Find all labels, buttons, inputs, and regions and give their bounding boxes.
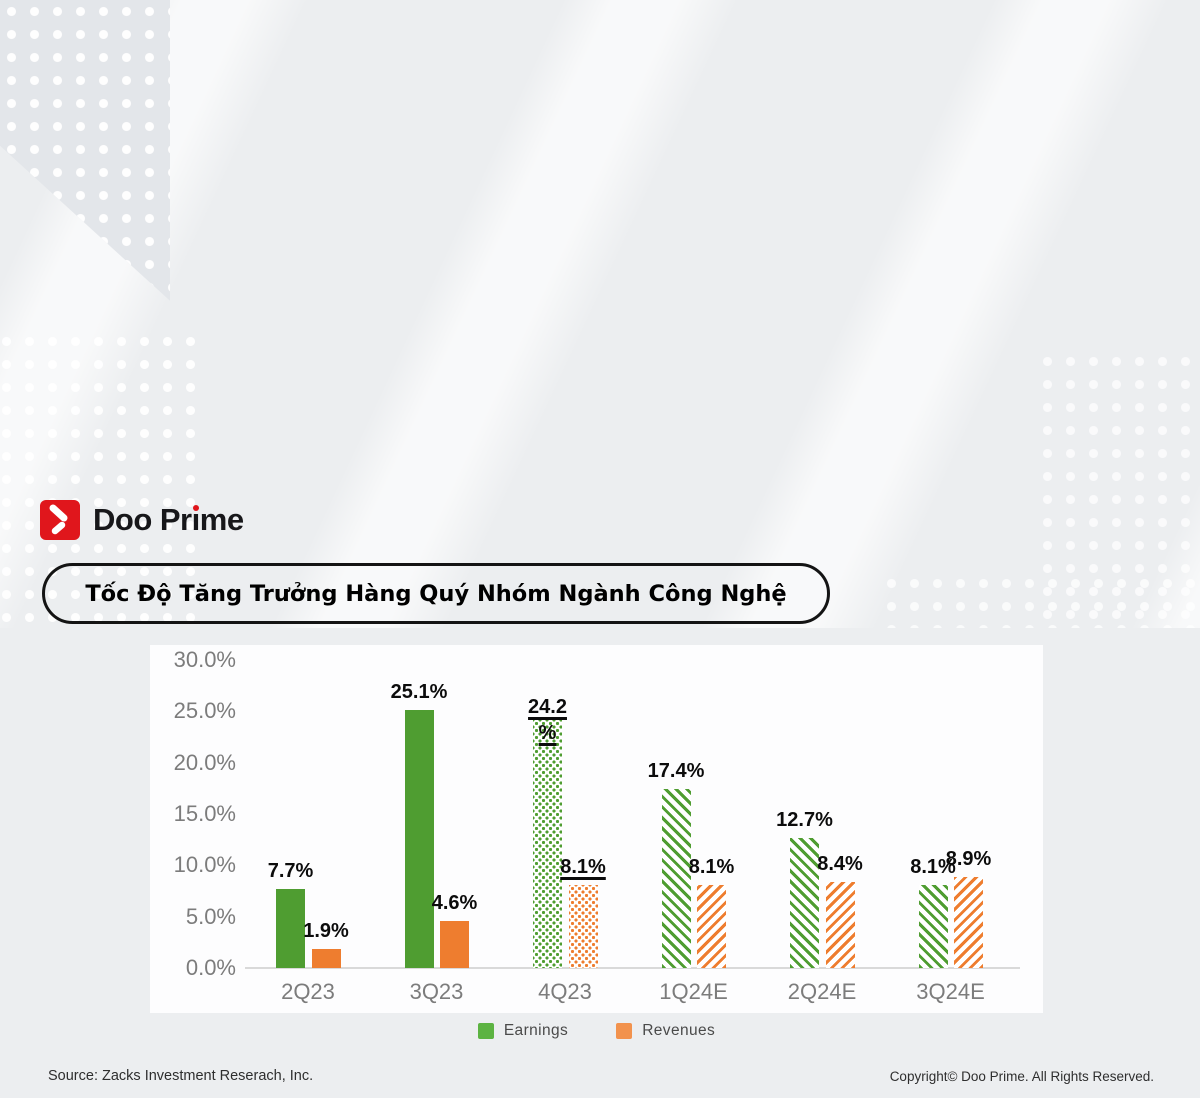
revenues-value-label-3q23: 4.6% xyxy=(431,891,478,914)
y-axis-tick: 0.0% xyxy=(185,955,236,980)
earnings-value-label-2q24e: 12.7% xyxy=(776,808,833,831)
logo-text-post: me xyxy=(199,502,244,537)
y-axis-tick: 20.0% xyxy=(173,749,236,775)
doo-prime-logo: Doo Pr ı me xyxy=(40,500,244,540)
earnings-bar-2q24e xyxy=(790,837,819,968)
logo-text-pre: Doo Pr xyxy=(93,502,192,537)
revenues-value-label-4q23: 8.1% xyxy=(560,855,606,878)
y-axis-tick: 5.0% xyxy=(185,903,236,929)
page-title: Tốc Độ Tăng Trưởng Hàng Quý Nhóm Ngành C… xyxy=(85,580,787,607)
x-axis-tick-1q24e: 1Q24E xyxy=(659,979,728,1004)
revenues-bar-2q23 xyxy=(311,948,341,968)
revenues-bar-4q23 xyxy=(568,884,598,968)
legend-item-earnings: Earnings xyxy=(477,1022,569,1040)
doo-prime-logo-text: Doo Pr ı me xyxy=(93,502,244,538)
halftone-dots-decoration-left xyxy=(0,330,202,628)
source-attribution: Source: Zacks Investment Reserach, Inc. xyxy=(48,1068,314,1084)
revenues-bar-2q24e xyxy=(825,881,855,968)
earnings-value-label-3q23: 25.1% xyxy=(390,681,448,704)
revenues-value-label-2q24e: 8.4% xyxy=(817,852,863,875)
earnings-value-label-1q24e: 17.4% xyxy=(647,760,705,783)
revenues-bar-3q23 xyxy=(440,920,469,968)
legend-item-revenues: Revenues xyxy=(616,1022,715,1040)
earnings-swatch-icon xyxy=(477,1023,494,1039)
revenues-value-label-2q23: 1.9% xyxy=(303,919,349,942)
page: Doo Pr ı me Tốc Độ Tăng Trưởng Hàng Quý Nh… xyxy=(0,470,1200,1098)
x-axis-tick-3q24e: 3Q24E xyxy=(916,979,985,1004)
earnings-bar-2q23 xyxy=(276,888,305,968)
chart-legend: Earnings Revenues xyxy=(150,1022,1043,1040)
earnings-value-label-4q23: 24.2 % xyxy=(528,695,567,744)
x-axis-line xyxy=(245,967,1020,969)
earnings-bar-4q23 xyxy=(533,719,562,968)
y-axis-tick: 30.0% xyxy=(173,647,236,672)
x-axis-tick-2q23: 2Q23 xyxy=(281,979,335,1004)
dots-decoration-bottom xyxy=(880,572,1200,628)
x-axis-tick-2q24e: 2Q24E xyxy=(787,979,857,1004)
revenues-value-label-3q24e: 8.9% xyxy=(945,847,992,870)
y-axis-tick: 15.0% xyxy=(173,801,236,826)
y-axis-tick: 10.0% xyxy=(173,852,236,878)
y-axis-tick: 25.0% xyxy=(173,698,236,724)
revenues-bar-3q24e xyxy=(954,876,983,968)
legend-label-revenues: Revenues xyxy=(642,1022,716,1039)
chart-plot: 30.0% 25.0% 20.0% 15.0% 10.0% 5.0% 0.0% 7.7% 1.9… xyxy=(150,645,1043,1013)
x-axis-tick-4q23: 4Q23 xyxy=(538,979,592,1004)
revenues-bar-1q24e xyxy=(697,884,726,968)
revenues-value-label-1q24e: 8.1% xyxy=(688,855,735,878)
earnings-bar-1q24e xyxy=(661,789,691,968)
x-axis-tick-3q23: 3Q23 xyxy=(409,979,464,1004)
doo-prime-logo-icon xyxy=(40,500,80,540)
legend-label-earnings: Earnings xyxy=(503,1022,569,1039)
copyright-notice: Copyright© Doo Prime. All Rights Reserve… xyxy=(889,1069,1154,1084)
chart-title-pill: Tốc Độ Tăng Trưởng Hàng Quý Nhóm Ngành C… xyxy=(42,563,830,624)
earnings-bar-3q23 xyxy=(404,710,434,968)
earnings-bar-3q24e xyxy=(918,884,948,968)
earnings-value-label-2q23: 7.7% xyxy=(267,859,314,882)
revenues-swatch-icon xyxy=(616,1023,633,1039)
logo-text-i: ı xyxy=(191,502,201,537)
